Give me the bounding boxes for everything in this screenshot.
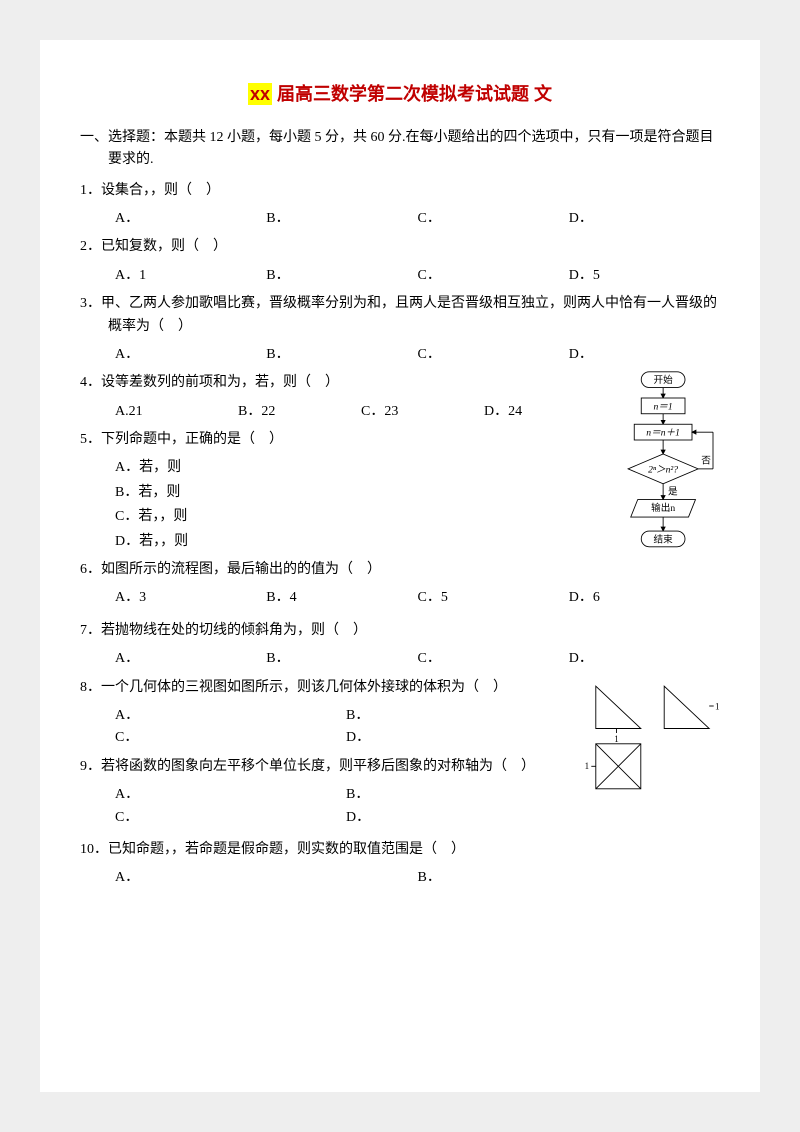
- q4-B: B．22: [238, 401, 361, 423]
- q9-C: C．: [115, 807, 346, 829]
- q7-B: B．: [266, 648, 417, 670]
- q2: 2．已知复数，则（ ）: [80, 236, 720, 258]
- q2-A: A．1: [115, 265, 266, 287]
- svg-text:n＝1: n＝1: [654, 402, 673, 413]
- q7: 7．若抛物线在处的切线的倾斜角为，则（ ）: [80, 620, 720, 642]
- q7-C: C．: [418, 648, 569, 670]
- q8-C: C．: [115, 727, 346, 749]
- q2-C: C．: [418, 265, 569, 287]
- svg-text:1: 1: [715, 701, 720, 711]
- q8-A: A．: [115, 705, 346, 727]
- title-prefix: xx: [248, 83, 272, 105]
- svg-text:是: 是: [668, 487, 678, 498]
- q1-D: D．: [569, 208, 720, 230]
- svg-text:开始: 开始: [654, 374, 674, 386]
- q6-A: A．3: [115, 587, 266, 609]
- q3: 3．甲、乙两人参加歌唱比赛，晋级概率分别为和，且两人是否晋级相互独立，则两人中恰…: [80, 293, 720, 338]
- q4-options: A.21 B．22 C．23 D．24: [115, 401, 607, 423]
- q3-options: A． B． C． D．: [115, 344, 720, 366]
- q1-A: A．: [115, 208, 266, 230]
- q1-C: C．: [418, 208, 569, 230]
- svg-text:n＝n＋1: n＝n＋1: [646, 428, 680, 439]
- q4-D: D．24: [484, 401, 607, 423]
- page: xx 届高三数学第二次模拟考试试题 文 一、选择题：本题共 12 小题，每小题 …: [40, 40, 760, 1092]
- threeviews-figure: 1 1 1: [585, 675, 720, 792]
- q2-B: B．: [266, 265, 417, 287]
- flowchart-svg: 开始 n＝1 n＝n＋1 2ⁿ＞n²? 否 是: [615, 370, 720, 571]
- q9-B: B．: [346, 784, 577, 806]
- q3-C: C．: [418, 344, 569, 366]
- q1-options: A． B． C． D．: [115, 208, 720, 230]
- q9-D: D．: [346, 807, 577, 829]
- svg-text:输出n: 输出n: [651, 502, 675, 514]
- flowchart-figure: 开始 n＝1 n＝n＋1 2ⁿ＞n²? 否 是: [615, 370, 720, 571]
- svg-text:结束: 结束: [654, 534, 674, 546]
- section-instructions: 一、选择题：本题共 12 小题，每小题 5 分，共 60 分.在每小题给出的四个…: [80, 127, 720, 172]
- q4-C: C．23: [361, 401, 484, 423]
- q8-options: A． B． C． D．: [115, 705, 577, 750]
- q1: 1．设集合，，则（ ）: [80, 180, 720, 202]
- q4-A: A.21: [115, 401, 238, 423]
- q10: 10．已知命题，，若命题是假命题，则实数的取值范围是（ ）: [80, 839, 720, 861]
- q9-A: A．: [115, 784, 346, 806]
- q10-options: A． B．: [115, 867, 720, 889]
- q6-D: D．6: [569, 587, 720, 609]
- q2-options: A．1 B． C． D．5: [115, 265, 720, 287]
- q2-D: D．5: [569, 265, 720, 287]
- q8-B: B．: [346, 705, 577, 727]
- svg-text:2ⁿ＞n²?: 2ⁿ＞n²?: [648, 465, 678, 476]
- svg-text:1: 1: [585, 761, 589, 771]
- q7-options: A． B． C． D．: [115, 648, 720, 670]
- threeviews-svg: 1 1 1: [585, 679, 720, 792]
- q6-B: B．4: [266, 587, 417, 609]
- title-rest: 届高三数学第二次模拟考试试题 文: [272, 84, 552, 104]
- q10-B: B．: [418, 867, 721, 889]
- q3-D: D．: [569, 344, 720, 366]
- q3-B: B．: [266, 344, 417, 366]
- q6-C: C．5: [418, 587, 569, 609]
- q9-options: A． B． C． D．: [115, 784, 577, 829]
- svg-text:否: 否: [701, 456, 711, 467]
- q7-D: D．: [569, 648, 720, 670]
- q7-A: A．: [115, 648, 266, 670]
- svg-text:1: 1: [614, 734, 619, 744]
- page-title: xx 届高三数学第二次模拟考试试题 文: [80, 80, 720, 109]
- q6-options: A．3 B．4 C．5 D．6: [115, 587, 720, 609]
- q8-D: D．: [346, 727, 577, 749]
- q10-A: A．: [115, 867, 418, 889]
- q1-B: B．: [266, 208, 417, 230]
- q3-A: A．: [115, 344, 266, 366]
